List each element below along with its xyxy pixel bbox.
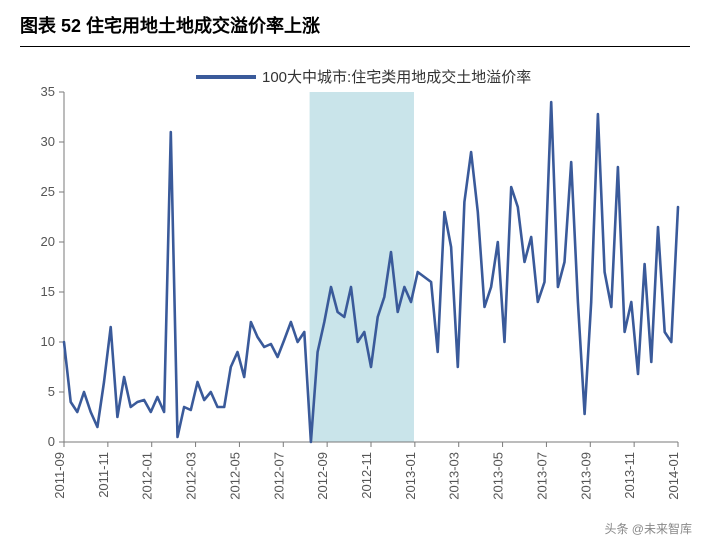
y-tick-label: 35 [41, 84, 55, 99]
x-tick-label: 2012-11 [359, 452, 374, 499]
x-tick-label: 2012-05 [227, 452, 242, 500]
y-tick-label: 20 [41, 234, 55, 249]
y-tick-label: 30 [41, 134, 55, 149]
x-tick-label: 2012-03 [184, 452, 199, 500]
x-tick-label: 2013-01 [403, 452, 418, 500]
chart-svg: 0 5 10 15 20 25 30 35 2011-09 2011-11 2012-01 2012-… [20, 60, 690, 520]
legend-label: 100大中城市:住宅类用地成交土地溢价率 [262, 68, 531, 86]
y-tick-label: 10 [41, 334, 55, 349]
y-tick-label: 25 [41, 184, 55, 199]
x-tick-label: 2013-05 [491, 452, 506, 500]
highlight-band [310, 92, 414, 442]
x-tick-label: 2014-01 [666, 452, 681, 500]
x-tick-label: 2013-09 [578, 452, 593, 500]
x-tick-label: 2012-07 [271, 452, 286, 500]
chart-title: 图表 52 住宅用地土地成交溢价率上涨 [20, 12, 320, 38]
title-rule [20, 46, 690, 47]
y-tick-label: 5 [48, 384, 55, 399]
x-tick-label: 2012-09 [315, 452, 330, 500]
y-tick-label: 0 [48, 434, 55, 449]
x-tick-label: 2011-09 [52, 452, 67, 499]
x-tick-label: 2013-07 [534, 452, 549, 500]
x-tick-label: 2011-11 [96, 452, 111, 498]
footer-credit: 头条 @未来智库 [604, 520, 692, 537]
x-tick-label: 2013-03 [447, 452, 462, 500]
chart-container: 0 5 10 15 20 25 30 35 2011-09 2011-11 2012-01 2012-… [20, 60, 690, 523]
x-tick-label: 2012-01 [140, 452, 155, 500]
x-tick-label: 2013-11 [622, 452, 637, 499]
y-tick-label: 15 [41, 284, 55, 299]
